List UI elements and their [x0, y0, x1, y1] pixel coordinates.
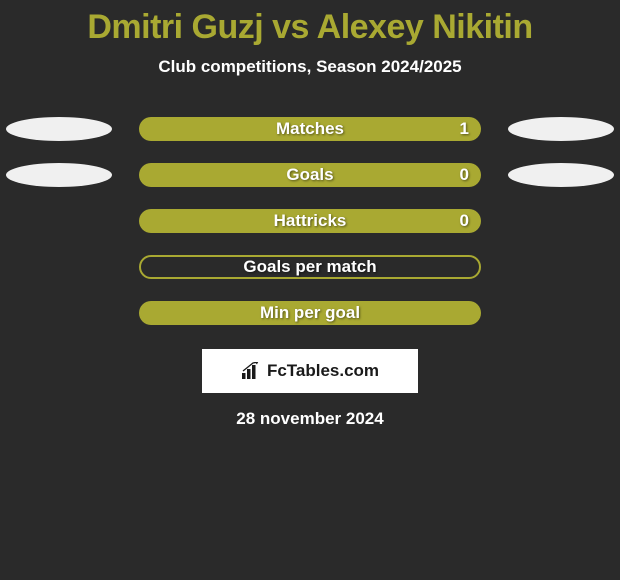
page-title: Dmitri Guzj vs Alexey Nikitin — [0, 8, 620, 47]
stat-label: Goals per match — [243, 257, 376, 277]
stat-label: Matches — [276, 119, 344, 139]
stat-row: Hattricks 0 — [0, 209, 620, 233]
stat-value: 0 — [460, 211, 469, 231]
stat-bar: Min per goal — [139, 301, 481, 325]
date-text: 28 november 2024 — [0, 409, 620, 429]
left-ellipse — [6, 163, 112, 187]
stat-row: Min per goal — [0, 301, 620, 325]
stat-label: Min per goal — [260, 303, 360, 323]
stat-value: 0 — [460, 165, 469, 185]
stat-label: Goals — [286, 165, 333, 185]
right-ellipse — [508, 117, 614, 141]
stat-value: 1 — [460, 119, 469, 139]
logo-text: FcTables.com — [267, 361, 379, 381]
logo-box: FcTables.com — [202, 349, 418, 393]
stat-row: Matches 1 — [0, 117, 620, 141]
left-ellipse — [6, 117, 112, 141]
barchart-icon — [241, 362, 261, 380]
stat-bar: Hattricks 0 — [139, 209, 481, 233]
right-ellipse — [508, 163, 614, 187]
stat-bar: Goals 0 — [139, 163, 481, 187]
stat-rows: Matches 1 Goals 0 Hattricks 0 Goals per match M… — [0, 117, 620, 325]
stat-row: Goals 0 — [0, 163, 620, 187]
stat-bar: Matches 1 — [139, 117, 481, 141]
subtitle: Club competitions, Season 2024/2025 — [0, 57, 620, 77]
stat-row: Goals per match — [0, 255, 620, 279]
stat-bar: Goals per match — [139, 255, 481, 279]
stat-label: Hattricks — [274, 211, 347, 231]
comparison-infographic: Dmitri Guzj vs Alexey Nikitin Club compe… — [0, 0, 620, 429]
